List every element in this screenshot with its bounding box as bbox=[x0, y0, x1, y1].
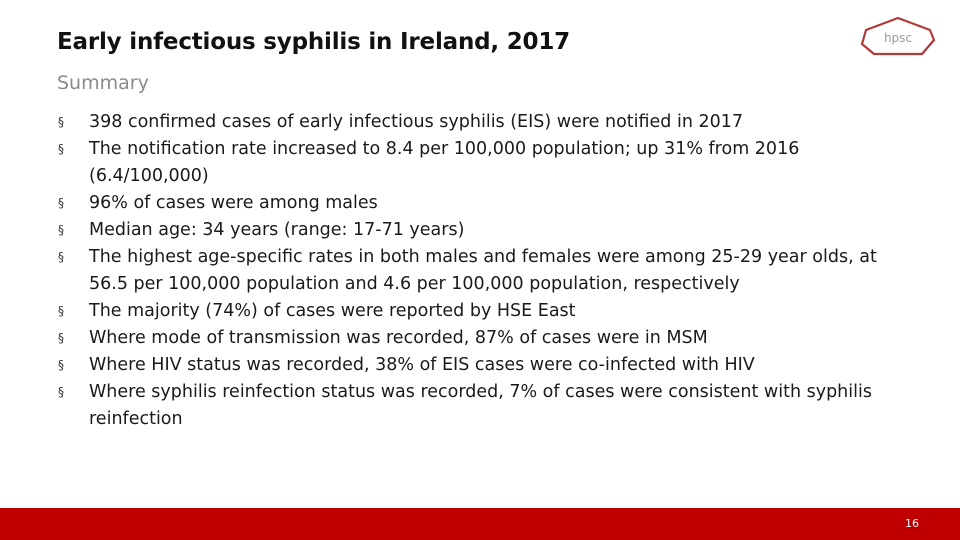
summary-bullet-item: § Where mode of transmission was recorded… bbox=[58, 325, 898, 352]
logo-emblem bbox=[860, 16, 936, 56]
summary-bullet-list: § 398 confirmed cases of early infectious… bbox=[58, 109, 898, 433]
bullet-icon: § bbox=[58, 304, 64, 318]
bullet-icon: § bbox=[58, 358, 64, 372]
bullet-icon: § bbox=[58, 385, 64, 399]
bullet-text: The majority (74%) of cases were reporte… bbox=[89, 301, 576, 321]
summary-bullet-item: § Median age: 34 years (range: 17-71 year… bbox=[58, 217, 898, 244]
summary-bullet-item: § The notification rate increased to 8.4 … bbox=[58, 136, 898, 190]
bullet-icon: § bbox=[58, 250, 64, 264]
hpsc-logo: hpsc bbox=[860, 16, 936, 56]
bullet-text: The highest age-specific rates in both m… bbox=[89, 247, 877, 294]
bullet-icon: § bbox=[58, 142, 64, 156]
bullet-text: Where HIV status was recorded, 38% of EI… bbox=[89, 355, 755, 375]
bullet-text: 96% of cases were among males bbox=[89, 193, 378, 213]
bullet-text: Median age: 34 years (range: 17-71 years… bbox=[89, 220, 465, 240]
bullet-icon: § bbox=[58, 115, 64, 129]
bullet-text: The notification rate increased to 8.4 p… bbox=[89, 139, 800, 186]
page-number: 16 bbox=[905, 517, 919, 530]
bullet-text: Where mode of transmission was recorded,… bbox=[89, 328, 708, 348]
bullet-text: Where syphilis reinfection status was re… bbox=[89, 382, 872, 429]
summary-bullet-item: § 398 confirmed cases of early infectious… bbox=[58, 109, 898, 136]
summary-bullet-item: § Where HIV status was recorded, 38% of E… bbox=[58, 352, 898, 379]
bullet-text: 398 confirmed cases of early infectious … bbox=[89, 112, 744, 132]
summary-bullet-item: § 96% of cases were among males bbox=[58, 190, 898, 217]
summary-bullet-item: § Where syphilis reinfection status was r… bbox=[58, 379, 898, 433]
summary-bullet-item: § The highest age-specific rates in both … bbox=[58, 244, 898, 298]
bullet-icon: § bbox=[58, 331, 64, 345]
slide-title: Early infectious syphilis in Ireland, 20… bbox=[57, 29, 570, 55]
footer-bar: 16 bbox=[0, 508, 960, 540]
logo-text: hpsc bbox=[884, 31, 912, 45]
summary-bullet-item: § The majority (74%) of cases were report… bbox=[58, 298, 898, 325]
slide-subtitle: Summary bbox=[57, 72, 149, 94]
bullet-icon: § bbox=[58, 223, 64, 237]
bullet-icon: § bbox=[58, 196, 64, 210]
